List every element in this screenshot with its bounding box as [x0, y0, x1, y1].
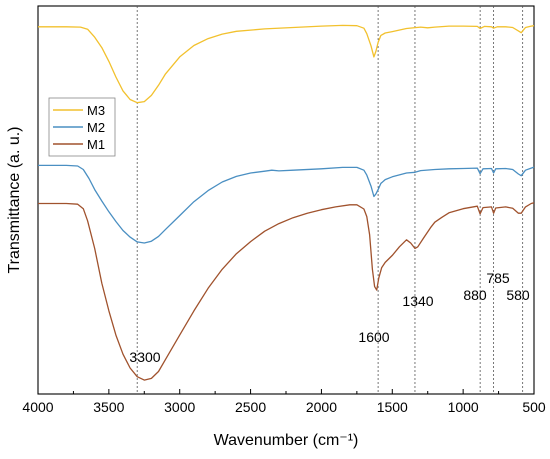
x-tick-label-1500: 1500 — [377, 399, 408, 415]
series-group — [38, 24, 535, 381]
x-tick-label-4000: 4000 — [22, 399, 53, 415]
series-line-m3 — [38, 24, 535, 104]
legend: M3 M2 M1 — [48, 97, 116, 157]
x-tick-label-3500: 3500 — [93, 399, 124, 415]
annotation-1340: 1340 — [402, 293, 433, 309]
legend-label-m3: M3 — [87, 103, 105, 118]
annotation-1600: 1600 — [358, 329, 389, 345]
x-tick-label-2500: 2500 — [235, 399, 266, 415]
x-tick-label-3000: 3000 — [164, 399, 195, 415]
annotation-785: 785 — [486, 270, 510, 286]
annotation-3300: 3300 — [129, 349, 160, 365]
x-axis-ticks: 4000 3500 3000 2500 2000 1500 1000 500 — [22, 389, 546, 415]
plot-area — [37, 5, 535, 395]
series-line-m2 — [38, 164, 535, 244]
annotation-580: 580 — [506, 287, 530, 303]
annotation-880: 880 — [463, 287, 487, 303]
x-tick-label-500: 500 — [522, 399, 546, 415]
x-axis-label: Wavenumber (cm⁻¹) — [214, 432, 359, 449]
legend-label-m2: M2 — [87, 120, 105, 135]
y-axis-label: Transmittance (a. u.) — [6, 126, 23, 273]
series-line-m1 — [38, 202, 535, 381]
x-tick-label-2000: 2000 — [306, 399, 337, 415]
reference-lines — [136, 6, 524, 394]
legend-label-m1: M1 — [87, 137, 105, 152]
x-tick-label-1000: 1000 — [448, 399, 479, 415]
